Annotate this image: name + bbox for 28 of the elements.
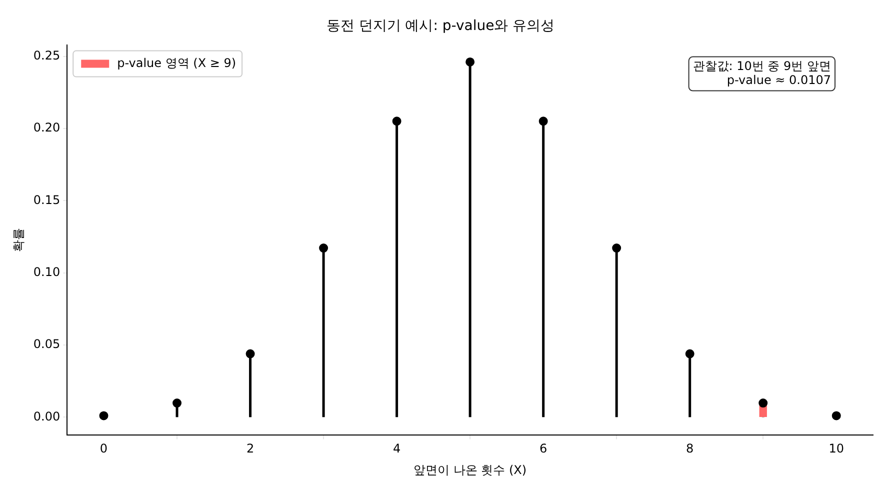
chart-title: 동전 던지기 예시: p-value와 유의성 (326, 18, 555, 34)
point (832, 411, 841, 420)
y-tick-label: 0.10 (33, 264, 60, 279)
point (612, 244, 622, 253)
x-tick-label: 6 (540, 442, 548, 456)
point (758, 398, 768, 408)
x-axis-title: 앞면이 나온 횟수 (X) (414, 462, 527, 477)
y-tick-label: 0.00 (33, 409, 60, 424)
legend-label: p-value 영역 (X ≥ 9) (117, 56, 236, 70)
point (172, 398, 182, 408)
point (685, 349, 694, 358)
y-tick-label: 0.05 (33, 337, 60, 352)
y-axis-title: 확률 (11, 228, 26, 252)
point (538, 116, 548, 126)
y-tick-label: 0.20 (33, 120, 60, 135)
x-tick-label: 4 (392, 442, 401, 456)
x-tick-label: 0 (100, 442, 108, 456)
x-tick-label: 10 (828, 442, 844, 456)
point (246, 349, 255, 358)
annotation: 관찰값: 10번 중 9번 앞면 p-value ≈ 0.0107 (692, 58, 831, 87)
x-tick-label: 2 (246, 442, 254, 456)
point (99, 411, 108, 420)
point (392, 116, 402, 126)
point (466, 57, 475, 66)
x-tick-label: 8 (686, 442, 694, 456)
y-tick-label: 0.15 (33, 192, 60, 207)
y-tick-label: 0.25 (33, 48, 60, 62)
point (319, 244, 328, 253)
